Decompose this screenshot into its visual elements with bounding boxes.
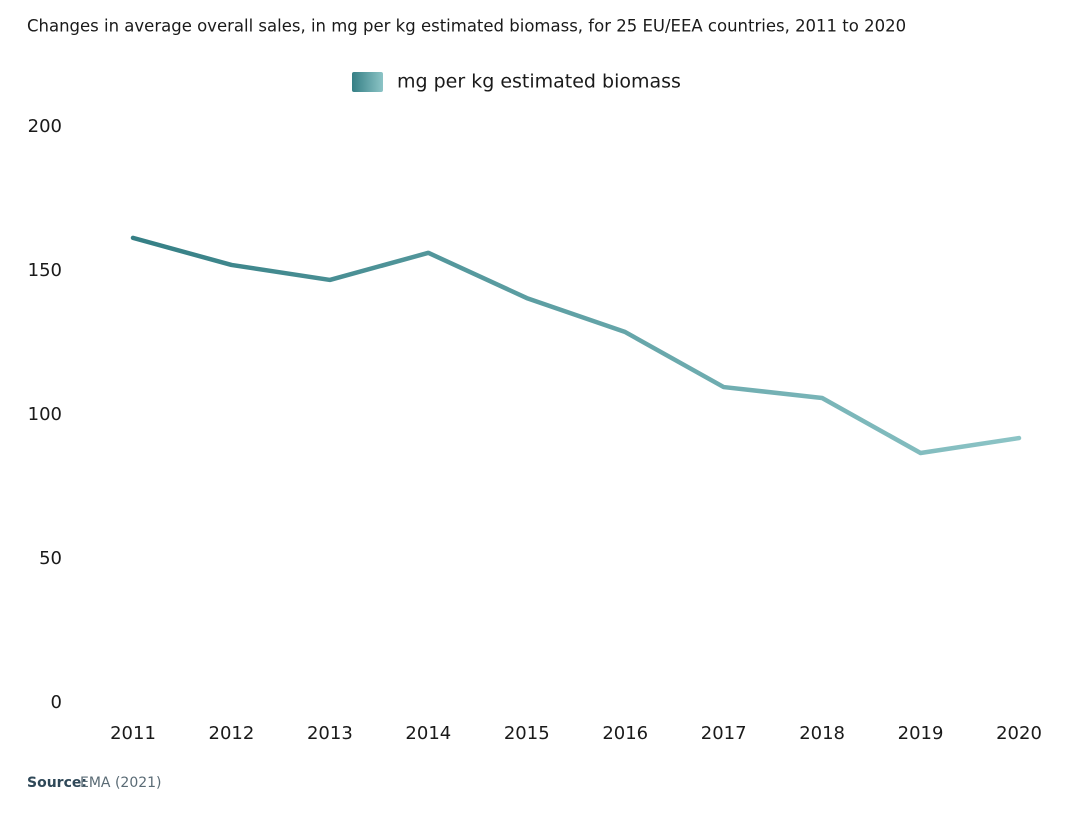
chart-title: Changes in average overall sales, in mg … <box>27 17 906 36</box>
y-tick-label: 0 <box>51 692 62 713</box>
x-tick-label: 2013 <box>307 723 353 744</box>
x-tick-label: 2018 <box>799 723 845 744</box>
y-tick-label: 50 <box>39 548 62 569</box>
data-line <box>130 235 1022 456</box>
x-tick-label: 2015 <box>504 723 550 744</box>
x-tick-label: 2011 <box>110 723 156 744</box>
x-tick-label: 2017 <box>701 723 747 744</box>
x-tick-label: 2020 <box>996 723 1042 744</box>
source-text: EMA (2021) <box>80 775 162 791</box>
x-tick-label: 2014 <box>405 723 451 744</box>
x-tick-label: 2019 <box>898 723 944 744</box>
x-tick-label: 2016 <box>602 723 648 744</box>
y-tick-label: 150 <box>28 260 62 281</box>
legend-swatch <box>352 72 383 92</box>
legend-label: mg per kg estimated biomass <box>397 71 681 93</box>
source-label: Source: <box>27 775 87 791</box>
y-tick-label: 100 <box>28 404 62 425</box>
y-tick-label: 200 <box>28 116 62 137</box>
x-tick-label: 2012 <box>209 723 255 744</box>
